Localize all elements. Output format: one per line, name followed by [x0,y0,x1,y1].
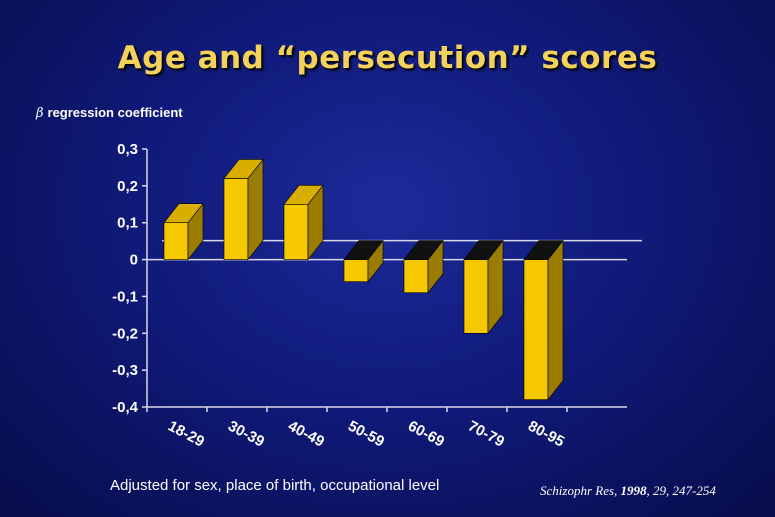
x-category-label: 70-79 [465,418,507,451]
y-tick-label: -0,1 [112,288,138,305]
bar-top [403,240,444,260]
bar [283,203,309,260]
bar [523,259,549,400]
bar-side [547,239,564,401]
bar-top [343,240,384,260]
bar [343,259,369,282]
footnote: Adjusted for sex, place of birth, occupa… [110,477,440,494]
x-category-label: 60-69 [405,418,447,451]
bar-top [163,203,204,224]
bar [403,259,429,294]
x-category-label: 40-49 [285,418,327,451]
y-tick-label: 0,2 [117,178,138,195]
x-category-label: 18-29 [165,418,207,451]
y-axis-label-text: regression coefficient [47,105,183,120]
x-category-label: 80-95 [525,418,567,451]
y-tick-label: 0 [130,252,138,269]
y-tick-label: -0,2 [112,325,138,342]
y-axis-label: β regression coefficient [36,104,183,122]
citation-year: 1998 [620,483,647,498]
bar [163,222,189,260]
bar-top [523,240,564,260]
y-tick-label: 0,3 [117,141,138,158]
y-tick-label: -0,3 [112,362,138,379]
beta-symbol: β [36,106,44,121]
x-category-label: 50-59 [345,418,387,451]
bar-top [463,240,504,260]
bar-top [223,159,264,179]
chart-title: Age and “persecution” scores [117,40,658,76]
bar [223,178,249,260]
y-tick-label: -0,4 [112,399,139,416]
citation: Schizophr Res, 1998, 29, 247-254 [540,483,716,499]
bar-top [283,184,324,205]
x-category-label: 30-39 [225,418,267,451]
bar [463,259,489,334]
y-tick-label: 0,1 [117,215,138,232]
citation-journal: Schizophr Res, [540,483,618,498]
citation-rest: , 29, 247-254 [646,483,716,498]
